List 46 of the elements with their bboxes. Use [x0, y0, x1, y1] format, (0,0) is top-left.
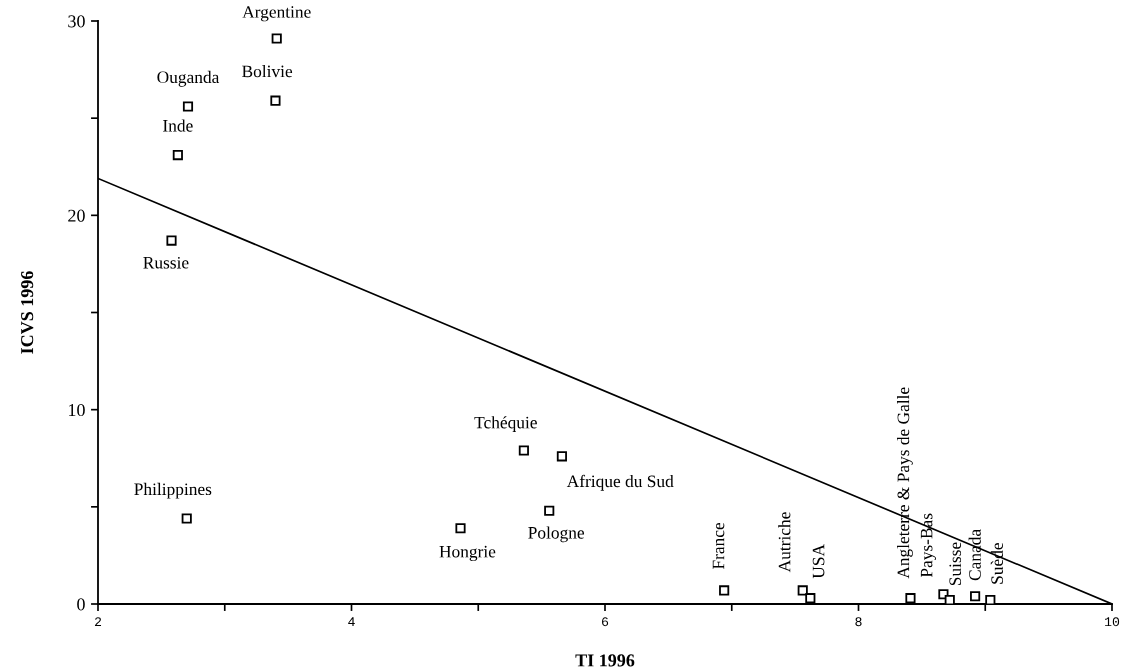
data-label: Autriche [778, 512, 791, 573]
data-label: Bolivie [242, 65, 293, 78]
data-label: France [712, 522, 725, 570]
x-tick-label: 4 [348, 617, 355, 627]
data-label: Hongrie [439, 545, 496, 562]
data-label: Canada [968, 529, 981, 581]
y-tick-label: 30 [68, 15, 85, 28]
data-label: Ouganda [157, 70, 220, 87]
data-label: Tchéquie [474, 416, 537, 432]
point [172, 150, 183, 161]
point [805, 593, 816, 604]
data-label: Suisse [949, 542, 962, 586]
point [905, 593, 916, 604]
point [719, 585, 730, 596]
point [270, 95, 281, 106]
point [797, 585, 808, 596]
data-label: USA [812, 544, 825, 579]
point [181, 513, 192, 524]
point [271, 33, 282, 44]
point [985, 595, 996, 604]
x-tick-label: 2 [94, 617, 102, 627]
point [556, 451, 567, 462]
data-label: Russie [143, 256, 189, 269]
data-label: Suède [990, 543, 1003, 584]
data-label: Inde [163, 119, 193, 132]
data-label: Afrique du Sud [566, 474, 674, 491]
data-label: Pologne [528, 526, 585, 543]
point [455, 523, 466, 534]
point [970, 591, 981, 602]
point [518, 445, 529, 456]
x-axis-title: TI 1996 [575, 654, 635, 667]
point [544, 505, 555, 516]
y-tick-label: 10 [69, 403, 85, 417]
data-label: Angleterre & Pays de Galle [897, 387, 913, 579]
data-label: Argentine [242, 6, 311, 22]
y-tick-label: 20 [68, 209, 85, 222]
x-tick-label: 8 [855, 617, 862, 627]
point [166, 235, 177, 246]
point [182, 101, 194, 112]
data-label: Pays-Bas [920, 513, 937, 578]
y-axis-title: ICVS 1996 [21, 271, 34, 354]
y-tick-label: 0 [77, 598, 85, 611]
x-tick-label: 6 [602, 617, 609, 627]
x-tick-label: 10 [1105, 617, 1120, 627]
data-label: Philippines [134, 482, 212, 499]
point [944, 595, 955, 604]
